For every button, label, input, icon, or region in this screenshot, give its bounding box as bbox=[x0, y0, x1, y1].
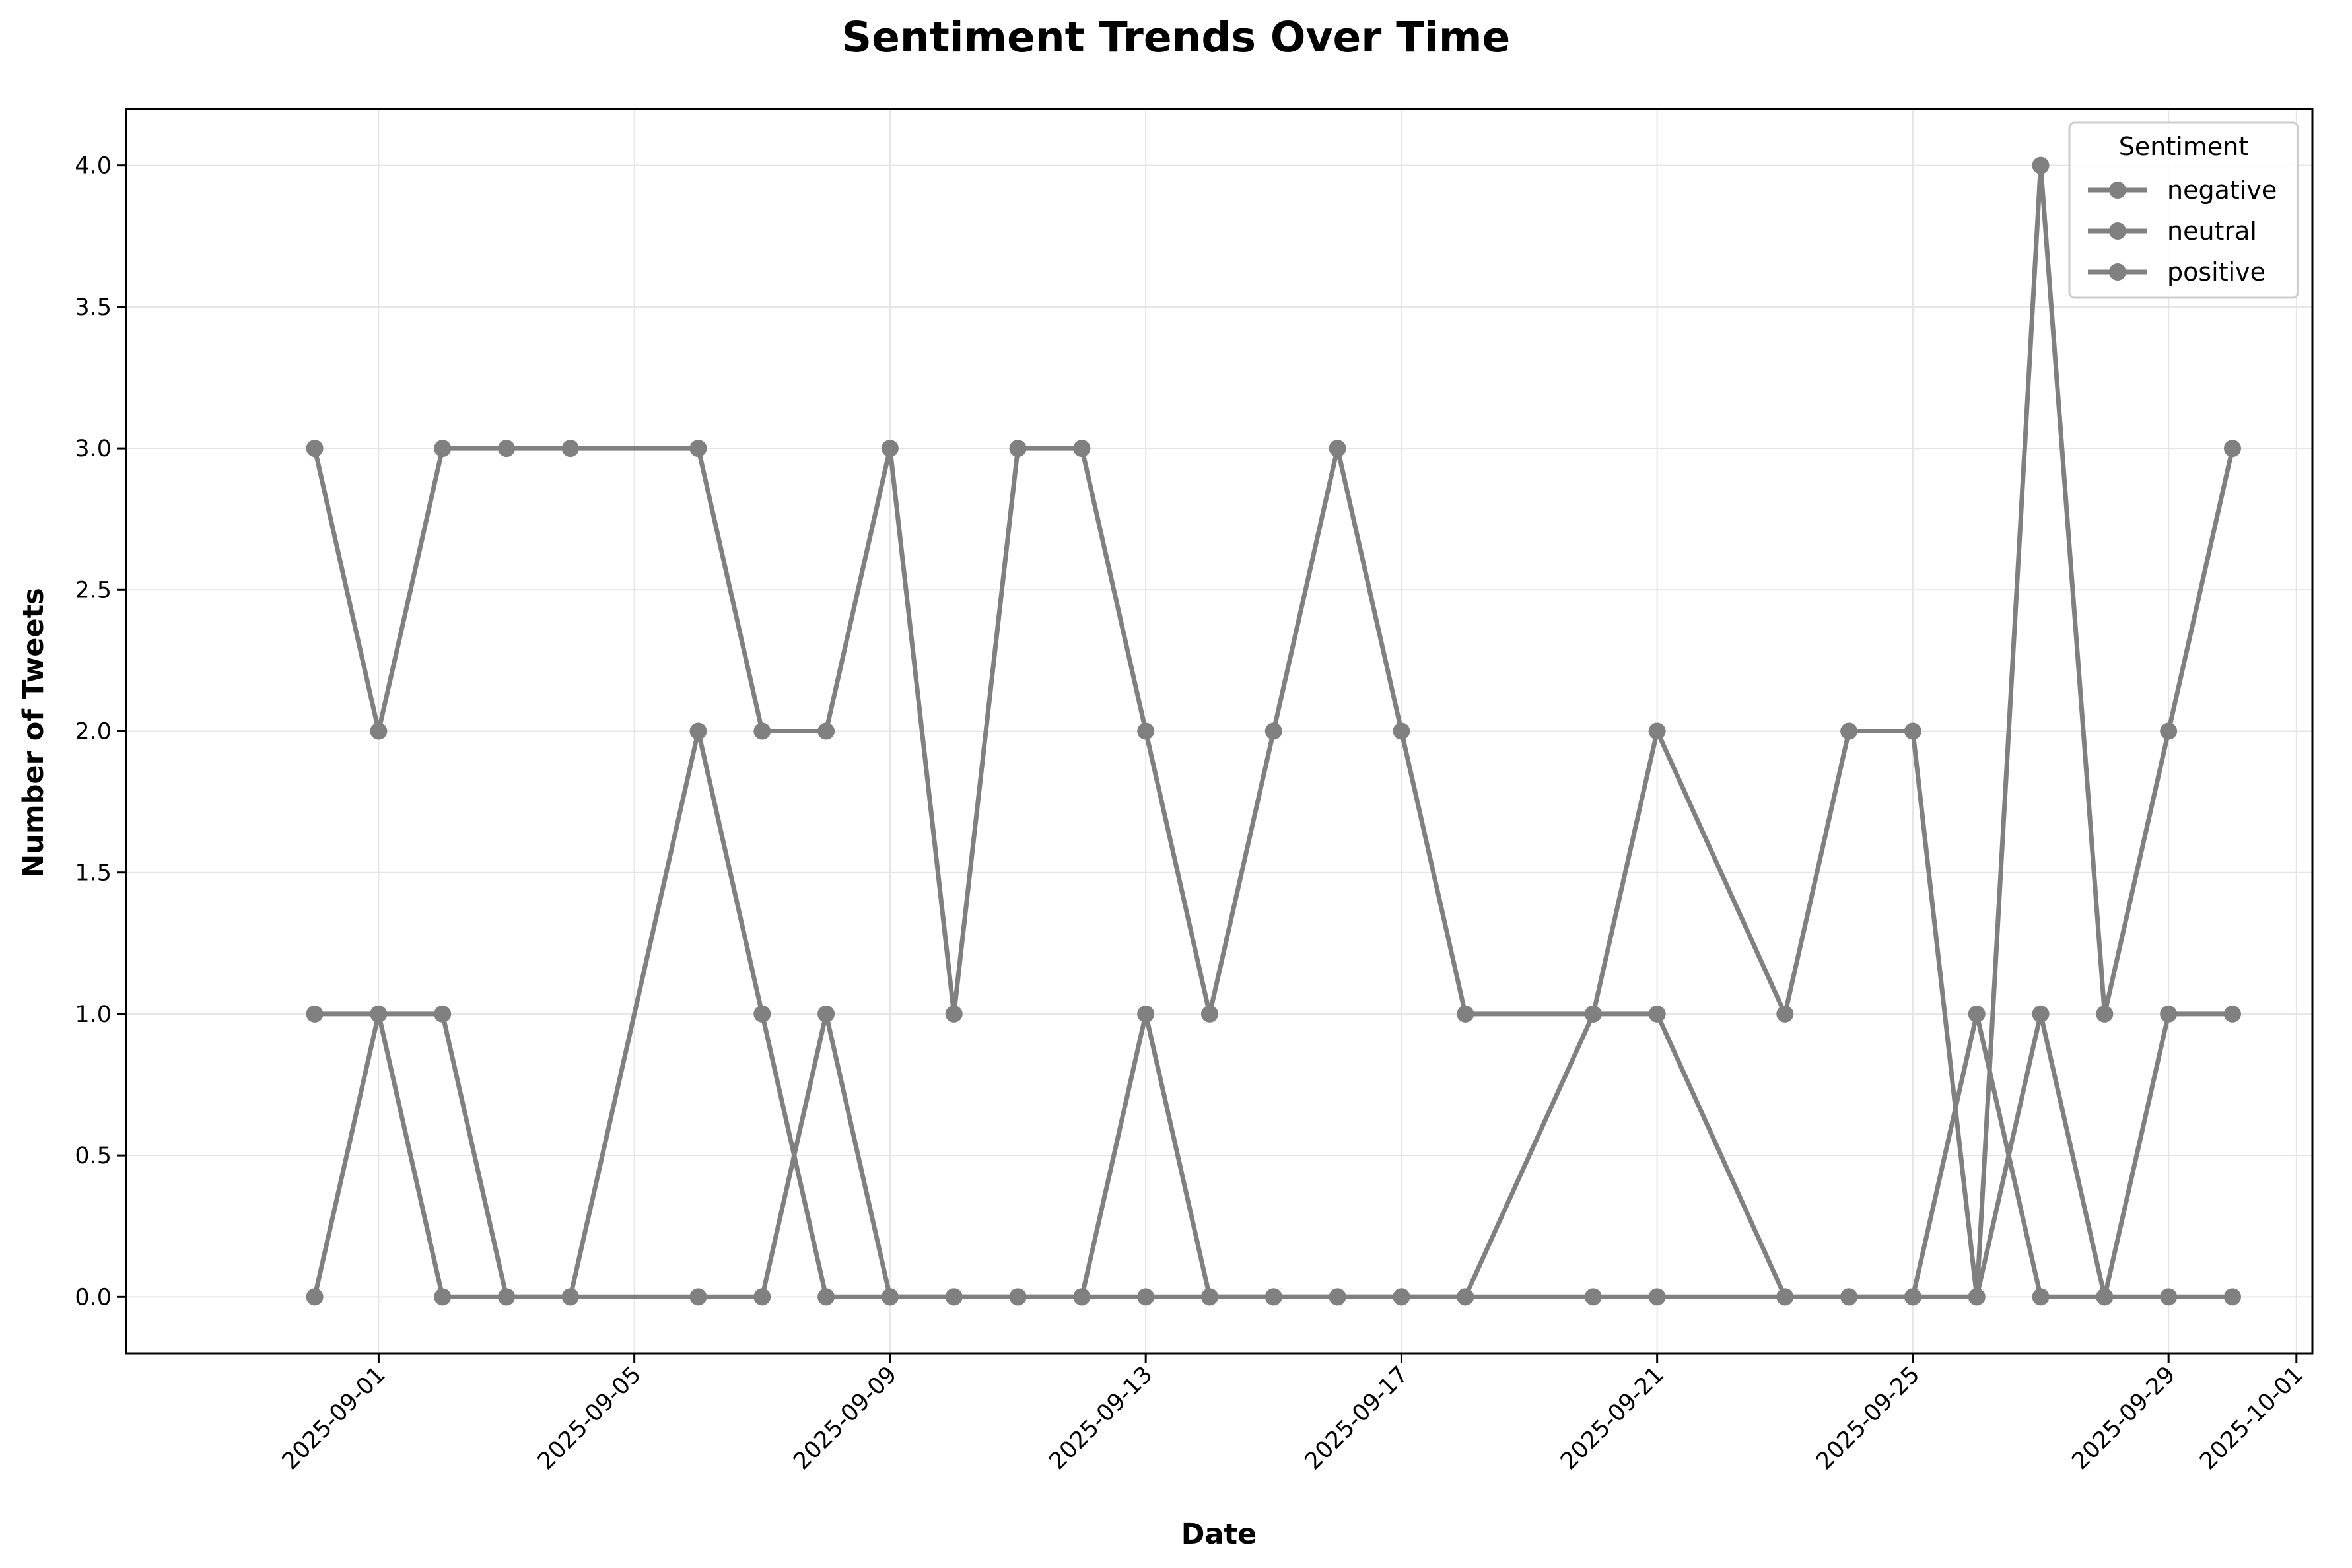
data-point-negative bbox=[1073, 440, 1091, 458]
data-point-neutral bbox=[1648, 1005, 1666, 1023]
data-point-positive bbox=[1648, 1288, 1666, 1306]
legend-item-neutral: neutral bbox=[2088, 217, 2257, 246]
data-point-positive bbox=[306, 1288, 324, 1306]
data-point-neutral bbox=[306, 1005, 324, 1023]
data-point-positive bbox=[2223, 1288, 2241, 1306]
legend-swatch-marker bbox=[2109, 222, 2126, 240]
data-point-positive bbox=[817, 1005, 835, 1023]
data-point-negative bbox=[817, 722, 835, 740]
data-point-neutral bbox=[1137, 1005, 1155, 1023]
data-point-positive bbox=[498, 1288, 516, 1306]
y-tick-label: 0.5 bbox=[75, 1143, 112, 1169]
series-line-positive bbox=[312, 1011, 2235, 1299]
data-point-positive bbox=[1393, 1288, 1410, 1306]
data-point-negative bbox=[1776, 1005, 1794, 1023]
data-point-negative bbox=[2223, 440, 2241, 458]
data-point-negative bbox=[1200, 1005, 1218, 1023]
data-point-positive bbox=[753, 1288, 771, 1306]
series-layer bbox=[306, 156, 2241, 1306]
data-point-neutral bbox=[689, 722, 707, 740]
legend-title: Sentiment bbox=[2119, 132, 2248, 161]
data-point-positive bbox=[881, 1288, 899, 1306]
y-tick-label: 2.0 bbox=[75, 719, 112, 745]
data-point-negative bbox=[2096, 1005, 2114, 1023]
data-point-positive bbox=[1584, 1288, 1602, 1306]
data-point-negative bbox=[1009, 440, 1027, 458]
data-point-positive bbox=[2160, 1288, 2178, 1306]
data-point-negative bbox=[1904, 722, 1921, 740]
data-point-positive bbox=[1840, 1288, 1858, 1306]
data-point-positive bbox=[945, 1288, 963, 1306]
data-point-positive bbox=[561, 1288, 579, 1306]
data-point-positive bbox=[689, 1288, 707, 1306]
y-tick-label: 2.5 bbox=[75, 577, 112, 603]
data-point-negative bbox=[945, 1005, 963, 1023]
legend-item-positive: positive bbox=[2088, 257, 2266, 287]
data-point-negative bbox=[370, 722, 388, 740]
data-point-negative bbox=[1329, 440, 1346, 458]
y-tick-label: 4.0 bbox=[75, 153, 112, 180]
data-point-neutral bbox=[434, 1005, 452, 1023]
legend-item-negative: negative bbox=[2088, 176, 2277, 205]
data-point-positive bbox=[1137, 1288, 1155, 1306]
data-point-negative bbox=[689, 440, 707, 458]
data-point-positive bbox=[1200, 1288, 1218, 1306]
data-point-negative bbox=[881, 440, 899, 458]
y-tick-label: 0.0 bbox=[75, 1284, 112, 1311]
data-point-neutral bbox=[2032, 1288, 2050, 1306]
data-point-positive bbox=[434, 1288, 452, 1306]
legend-label-negative: negative bbox=[2167, 176, 2277, 205]
legend-label-positive: positive bbox=[2167, 257, 2266, 287]
data-point-negative bbox=[1137, 722, 1155, 740]
data-point-negative bbox=[1457, 1005, 1474, 1023]
data-point-positive bbox=[2096, 1288, 2114, 1306]
data-point-negative bbox=[753, 722, 771, 740]
legend-box bbox=[2068, 121, 2299, 299]
chart-title: Sentiment Trends Over Time bbox=[842, 13, 1510, 61]
data-point-positive bbox=[370, 1005, 388, 1023]
data-point-neutral bbox=[753, 1005, 771, 1023]
y-tick-label: 1.0 bbox=[75, 1002, 112, 1028]
series-line-negative bbox=[312, 163, 2235, 1299]
legend-swatch-marker bbox=[2109, 263, 2126, 281]
data-point-negative bbox=[498, 440, 516, 458]
data-point-negative bbox=[1840, 722, 1858, 740]
data-point-neutral bbox=[2160, 1005, 2178, 1023]
y-axis-label: Number of Tweets bbox=[17, 588, 50, 878]
legend: Sentiment negative neutral positive bbox=[2068, 121, 2299, 299]
legend-swatch-marker bbox=[2109, 182, 2126, 199]
data-point-positive bbox=[1904, 1288, 1921, 1306]
data-point-positive bbox=[1264, 1288, 1282, 1306]
data-point-positive bbox=[1776, 1288, 1794, 1306]
y-axis: 0.0 0.5 1.0 1.5 2.0 2.5 3.0 3.5 4.0 bbox=[75, 153, 126, 1311]
data-point-negative bbox=[434, 440, 452, 458]
series-positive bbox=[306, 1005, 2241, 1306]
data-point-positive bbox=[1329, 1288, 1346, 1306]
data-point-negative bbox=[2160, 722, 2178, 740]
y-tick-label: 3.0 bbox=[75, 436, 112, 462]
data-point-negative bbox=[2032, 156, 2050, 174]
data-point-neutral bbox=[1968, 1005, 1986, 1023]
y-tick-label: 1.5 bbox=[75, 860, 112, 887]
x-axis-label: Date bbox=[1181, 1518, 1257, 1551]
data-point-negative bbox=[561, 440, 579, 458]
data-point-negative bbox=[1393, 722, 1410, 740]
data-point-positive bbox=[1009, 1288, 1027, 1306]
data-point-neutral bbox=[817, 1288, 835, 1306]
data-point-positive bbox=[2032, 1005, 2050, 1023]
data-point-negative bbox=[306, 440, 324, 458]
data-point-neutral bbox=[1584, 1005, 1602, 1023]
data-point-positive bbox=[1073, 1288, 1091, 1306]
y-tick-label: 3.5 bbox=[75, 294, 112, 321]
data-point-negative bbox=[1648, 722, 1666, 740]
data-point-positive bbox=[1457, 1288, 1474, 1306]
data-point-neutral bbox=[2223, 1005, 2241, 1023]
data-point-negative bbox=[1264, 722, 1282, 740]
legend-label-neutral: neutral bbox=[2167, 217, 2257, 246]
data-point-positive bbox=[1968, 1288, 1986, 1306]
